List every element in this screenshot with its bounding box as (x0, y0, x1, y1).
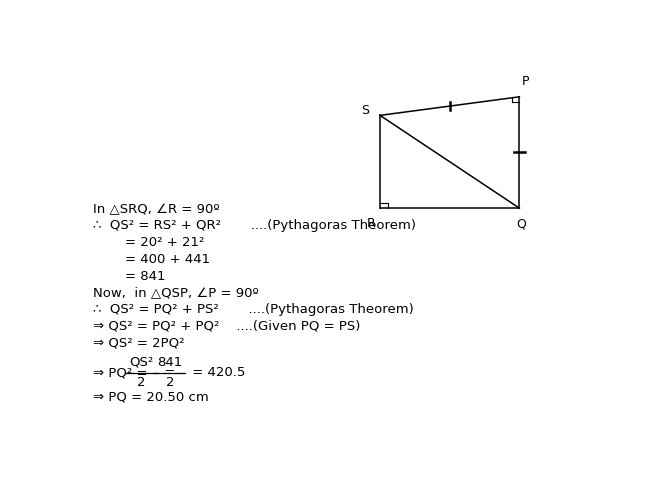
Text: ⇒ QS² = PQ² + PQ²    ....(Given PQ = PS): ⇒ QS² = PQ² + PQ² ....(Given PQ = PS) (93, 320, 360, 333)
Text: P: P (522, 75, 529, 88)
Text: = 841: = 841 (125, 269, 165, 282)
Text: Q: Q (516, 217, 526, 230)
Text: QS²: QS² (129, 356, 154, 369)
Text: = 400 + 441: = 400 + 441 (125, 253, 210, 266)
Text: Now,  in △QSP, ∠P = 90º: Now, in △QSP, ∠P = 90º (93, 286, 258, 299)
Text: 2: 2 (166, 376, 174, 389)
Text: 2: 2 (137, 376, 146, 389)
Text: S: S (361, 104, 369, 117)
Text: In △SRQ, ∠R = 90º: In △SRQ, ∠R = 90º (93, 203, 219, 216)
Text: ∴  QS² = RS² + QR²       ....(Pythagoras Theorem): ∴ QS² = RS² + QR² ....(Pythagoras Theore… (93, 219, 416, 232)
Text: = 20² + 21²: = 20² + 21² (125, 236, 204, 249)
Text: ⇒ PQ = 20.50 cm: ⇒ PQ = 20.50 cm (93, 391, 208, 404)
Text: ⇒ PQ² =: ⇒ PQ² = (93, 366, 151, 379)
Text: =: = (160, 366, 179, 379)
Text: R: R (367, 217, 376, 230)
Text: ⇒ QS² = 2PQ²: ⇒ QS² = 2PQ² (93, 336, 184, 349)
Text: = 420.5: = 420.5 (188, 366, 245, 379)
Text: ∴  QS² = PQ² + PS²       ....(Pythagoras Theorem): ∴ QS² = PQ² + PS² ....(Pythagoras Theore… (93, 303, 414, 316)
Text: 841: 841 (157, 356, 182, 369)
